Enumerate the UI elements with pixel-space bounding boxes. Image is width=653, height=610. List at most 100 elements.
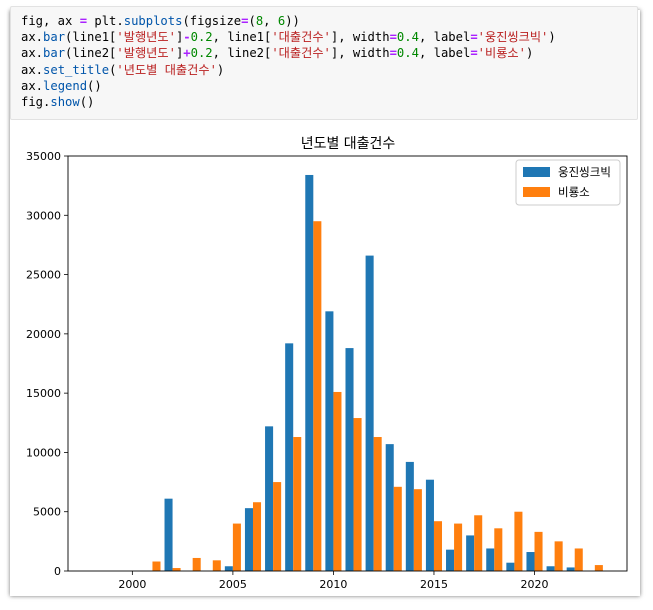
bar-series1 bbox=[265, 426, 274, 571]
bar-series2 bbox=[534, 531, 543, 571]
bar-series1 bbox=[385, 444, 394, 571]
code-token: ax. bbox=[21, 78, 44, 93]
chart-axes: 2000 2005 2010 2015 2020 0 5000 10000 15000 20000… bbox=[26, 150, 628, 591]
code-token: ) bbox=[216, 62, 225, 77]
x-tick-label: 2000 bbox=[118, 578, 146, 591]
code-token: '비룡소' bbox=[477, 46, 526, 61]
bar-series2 bbox=[273, 482, 282, 571]
code-token: , line1[ bbox=[212, 30, 272, 45]
bar-series1 bbox=[446, 549, 455, 571]
bar-series2 bbox=[373, 437, 382, 571]
code-token: set_title bbox=[43, 62, 110, 77]
code-token: show bbox=[50, 94, 80, 109]
code-token: ax. bbox=[21, 46, 44, 61]
code-token: 0.4 bbox=[396, 30, 419, 45]
y-tick-label: 0 bbox=[54, 565, 61, 578]
chart-bars bbox=[152, 174, 603, 571]
bar-series2 bbox=[554, 541, 563, 571]
code-line: fig.show() bbox=[11, 94, 637, 110]
bar-series2 bbox=[454, 523, 463, 571]
bar-series1 bbox=[405, 461, 414, 571]
bar-series1 bbox=[244, 508, 253, 571]
code-token: 0.2 bbox=[190, 30, 213, 45]
bar-series2 bbox=[413, 489, 422, 571]
legend-label: 비룡소 bbox=[558, 185, 590, 199]
chart-title: 년도별 대출건수 bbox=[301, 136, 396, 152]
bar-series1 bbox=[224, 566, 233, 571]
code-token: plt. bbox=[87, 14, 124, 28]
code-token: ( bbox=[248, 14, 256, 28]
code-token: () bbox=[79, 94, 95, 109]
y-tick-label: 30000 bbox=[26, 209, 61, 222]
bar-series1 bbox=[425, 479, 434, 571]
code-token: ], width bbox=[330, 30, 390, 45]
plot-frame bbox=[67, 155, 628, 572]
code-token: ] bbox=[175, 30, 184, 45]
bar-series2 bbox=[333, 391, 342, 571]
bar-series2 bbox=[172, 568, 181, 571]
bar-series1 bbox=[305, 174, 314, 571]
code-token: '발행년도' bbox=[116, 46, 176, 61]
bar-series2 bbox=[393, 486, 402, 571]
bar-chart: 년도별 대출건수 2000 2005 2010 2015 2020 0 5000 10000 1… bbox=[26, 136, 628, 591]
code-token: () bbox=[87, 78, 102, 93]
code-token: , label bbox=[418, 46, 471, 61]
code-token: + bbox=[183, 46, 191, 61]
bar-series1 bbox=[526, 552, 535, 571]
code-token: ) bbox=[525, 46, 534, 61]
x-tick-label: 2015 bbox=[420, 578, 448, 591]
code-token: - bbox=[183, 30, 191, 45]
bar-series1 bbox=[546, 566, 555, 571]
bar-series2 bbox=[293, 437, 302, 571]
bar-series2 bbox=[252, 502, 262, 571]
code-token: 8 bbox=[255, 14, 264, 28]
code-token: ) bbox=[548, 30, 556, 45]
bar-series2 bbox=[494, 528, 503, 571]
bar-series2 bbox=[192, 557, 201, 571]
bar-series1 bbox=[164, 498, 173, 571]
bar-series1 bbox=[566, 567, 575, 571]
code-token: 0.4 bbox=[396, 46, 419, 61]
y-tick-label: 15000 bbox=[26, 387, 61, 400]
legend-swatch bbox=[523, 167, 550, 177]
bar-series2 bbox=[232, 523, 241, 571]
code-token: (line2[ bbox=[65, 46, 117, 61]
bar-series2 bbox=[594, 565, 603, 571]
code-token: , bbox=[263, 14, 278, 28]
code-cell[interactable]: fig, ax = plt.subplots(figsize=(8, 6)) ax… bbox=[10, 6, 638, 120]
bar-series2 bbox=[152, 561, 161, 571]
code-token: = bbox=[389, 46, 397, 61]
code-token: legend bbox=[43, 78, 88, 93]
code-line: ax.bar(line2['발행년도']+0.2, line2['대출건수'],… bbox=[11, 45, 637, 61]
bar-series2 bbox=[313, 221, 322, 571]
code-token: (line1[ bbox=[65, 30, 117, 45]
code-token: 6 bbox=[277, 14, 286, 28]
code-token: ax. bbox=[21, 30, 44, 45]
code-line: ax.set_title('년도별 대출건수') bbox=[11, 62, 637, 78]
code-token: '웅진씽크빅' bbox=[477, 30, 549, 45]
code-token: = bbox=[389, 30, 397, 45]
legend-swatch bbox=[523, 187, 550, 197]
bar-series1 bbox=[486, 548, 495, 571]
bar-series1 bbox=[345, 348, 354, 571]
code-token: fig, ax bbox=[21, 14, 80, 28]
code-token: , line2[ bbox=[212, 46, 272, 61]
code-token: ax. bbox=[21, 62, 44, 77]
legend-label: 웅진씽크빅 bbox=[558, 165, 611, 179]
code-line: ax.bar(line1['발행년도']-0.2, line1['대출건수'],… bbox=[11, 29, 637, 45]
x-tick-label: 2020 bbox=[521, 578, 549, 591]
code-token: subplots bbox=[123, 14, 183, 28]
code-token: '년도별 대출건수' bbox=[116, 62, 217, 77]
code-token: ], width bbox=[330, 46, 390, 61]
code-token: 0.2 bbox=[190, 46, 213, 61]
bar-series2 bbox=[353, 418, 362, 571]
code-token: = bbox=[470, 30, 478, 45]
code-token: )) bbox=[285, 14, 300, 28]
code-token: fig. bbox=[21, 94, 51, 109]
x-tick-label: 2005 bbox=[219, 578, 247, 591]
bar-series2 bbox=[514, 511, 523, 571]
bar-series2 bbox=[433, 521, 443, 571]
code-token: ( bbox=[109, 62, 117, 77]
y-tick-label: 10000 bbox=[26, 446, 61, 459]
bar-series2 bbox=[574, 548, 583, 571]
